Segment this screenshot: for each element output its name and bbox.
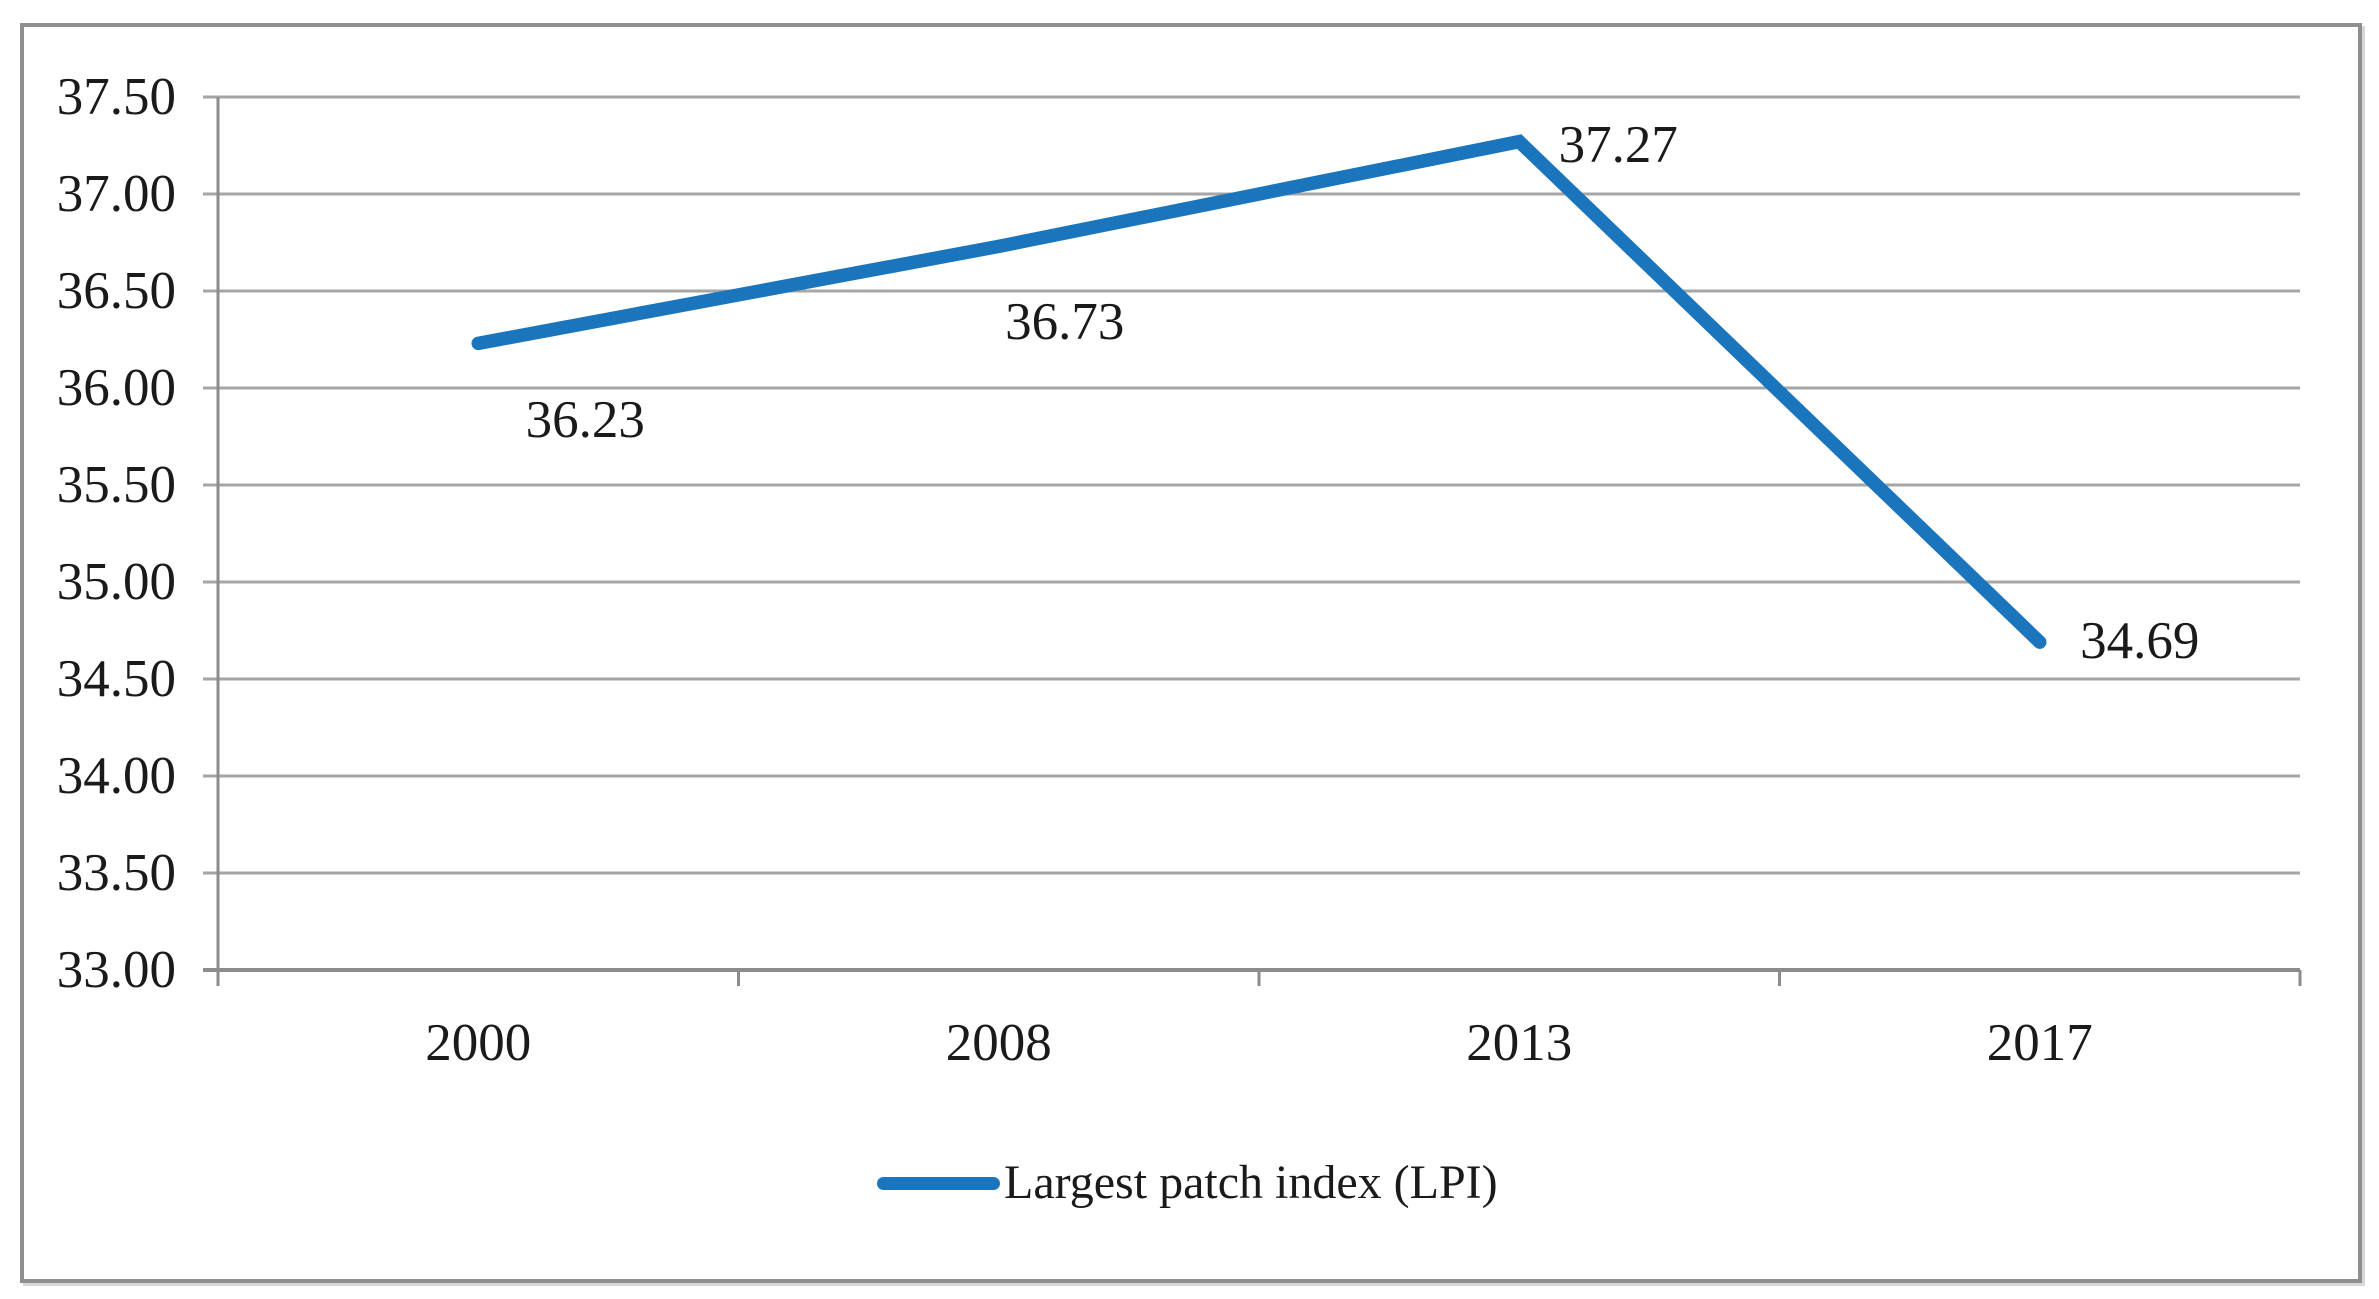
x-axis-tick-label: 2017: [1986, 1014, 2093, 1072]
y-axis-tick-label: 36.50: [56, 262, 176, 320]
y-axis-tick-label: 37.50: [56, 68, 176, 126]
y-axis-tick-label: 35.00: [56, 553, 176, 611]
y-axis-tick-label: 37.00: [56, 165, 176, 223]
legend-line-swatch: [877, 1176, 1000, 1190]
data-label: 37.27: [1558, 115, 1678, 174]
legend: Largest patch index (LPI): [877, 1151, 1498, 1215]
data-label: 36.23: [525, 391, 645, 450]
y-axis-tick-label: 33.00: [56, 941, 176, 999]
y-axis-tick-label: 36.00: [56, 359, 176, 417]
chart-border: [20, 23, 2362, 1283]
data-label: 36.73: [1005, 293, 1125, 352]
x-axis-tick-label: 2008: [945, 1014, 1052, 1072]
y-axis-tick-label: 35.50: [56, 456, 176, 514]
y-axis-tick-label: 34.50: [56, 650, 176, 708]
data-label: 34.69: [2080, 612, 2200, 671]
series-line: [471, 134, 2047, 649]
y-axis-tick-label: 34.00: [56, 747, 176, 805]
y-axis-tick-label: 33.50: [56, 844, 176, 902]
legend-label: Largest patch index (LPI): [1004, 1156, 1498, 1209]
x-axis-tick-label: 2013: [1466, 1014, 1573, 1072]
x-axis-tick-label: 2000: [425, 1014, 532, 1072]
